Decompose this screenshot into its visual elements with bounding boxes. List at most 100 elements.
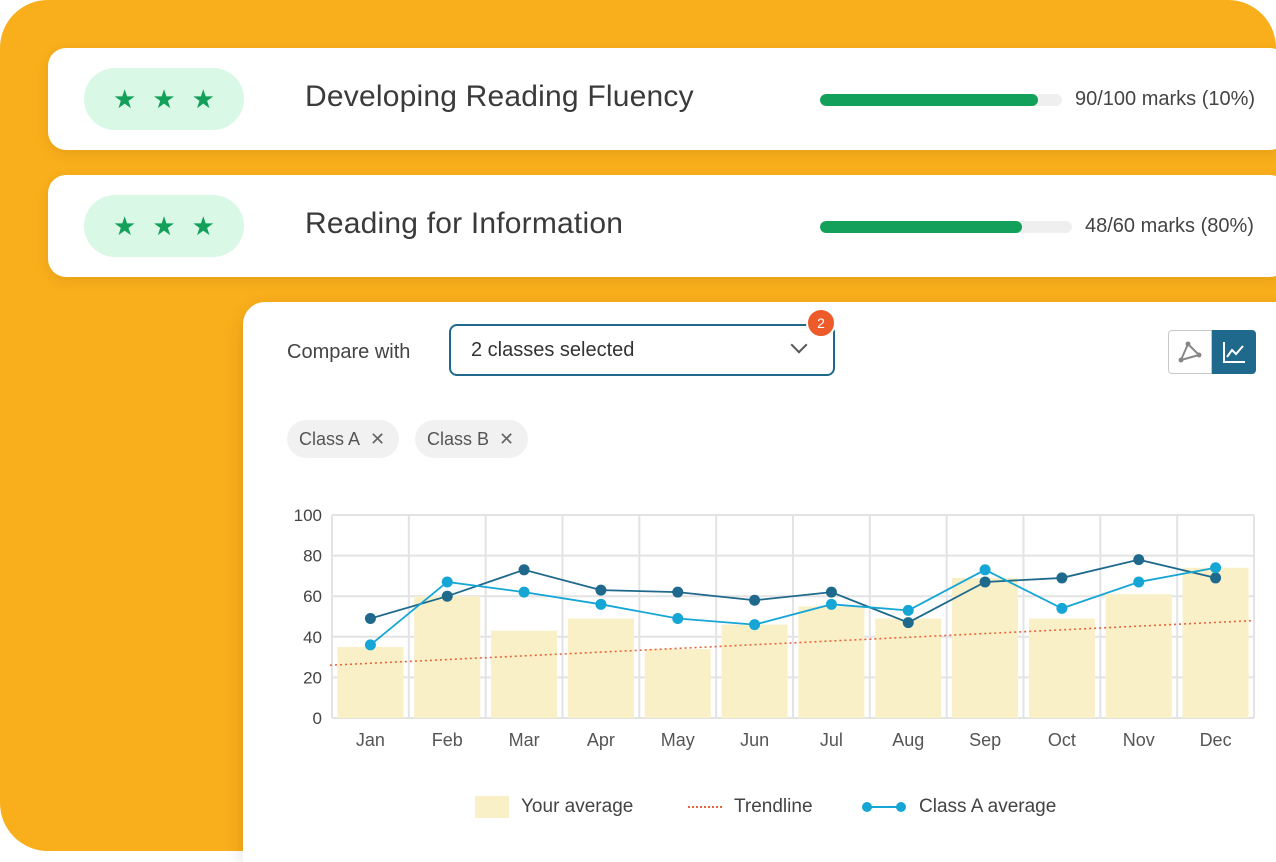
- progress-fill: [820, 221, 1022, 233]
- x-tick-label: Mar: [509, 730, 540, 750]
- legend-class-a: Class A average: [861, 796, 1056, 818]
- chip-label: Class B: [427, 428, 490, 449]
- class-a-point: [441, 576, 453, 588]
- x-tick-label: Nov: [1123, 730, 1155, 750]
- progress-bar: [820, 94, 1062, 106]
- topic-row-reading-fluency[interactable]: ★ ★ ★ Developing Reading Fluency 90/100 …: [48, 48, 1276, 150]
- class-a-point: [1056, 602, 1068, 614]
- star-icon: ★: [113, 210, 137, 241]
- chip-class-b: Class B ✕: [415, 420, 529, 458]
- bar-your-average: [721, 624, 788, 718]
- bar-your-average: [1105, 594, 1172, 718]
- bar-your-average: [414, 596, 481, 718]
- class-a-point: [1210, 562, 1222, 574]
- x-tick-label: Jan: [356, 730, 385, 750]
- x-tick-label: Apr: [587, 730, 615, 750]
- class-b-point: [902, 617, 914, 629]
- bar-your-average: [875, 618, 942, 718]
- y-tick-label: 0: [313, 709, 322, 728]
- x-tick-label: Aug: [892, 730, 924, 750]
- star-rating: ★ ★ ★: [84, 68, 244, 130]
- class-b-point: [979, 576, 991, 588]
- y-axis-ticks: 0 20 40 60 80 100: [294, 506, 322, 728]
- chart-grid: [331, 514, 1255, 719]
- close-icon[interactable]: ✕: [499, 428, 515, 449]
- y-tick-label: 80: [303, 547, 322, 566]
- marks-text: 90/100 marks (10%): [1075, 88, 1256, 110]
- compare-label: Compare with: [287, 341, 411, 363]
- progress-bar: [820, 221, 1072, 233]
- x-axis-ticks: Jan Feb Mar Apr May Jun Jul Aug Sep Oct Nov Dec: [356, 730, 1232, 750]
- class-a-point: [518, 586, 530, 598]
- legend-label: Your average: [521, 796, 634, 817]
- class-a-point: [595, 598, 607, 610]
- class-b-point: [595, 584, 607, 596]
- chart-lines: [369, 558, 1216, 646]
- star-icon: ★: [152, 210, 176, 241]
- star-icon: ★: [113, 83, 137, 114]
- bar-your-average: [1182, 567, 1249, 718]
- x-tick-label: Feb: [432, 730, 463, 750]
- y-tick-label: 40: [303, 628, 322, 647]
- y-tick-label: 60: [303, 587, 322, 606]
- chart-bars: [337, 567, 1249, 718]
- class-b-point: [825, 586, 837, 598]
- class-a-point: [1133, 576, 1145, 588]
- chart-points: [364, 554, 1222, 651]
- x-tick-label: May: [661, 730, 695, 750]
- legend-label: Trendline: [734, 796, 813, 817]
- bar-your-average: [491, 630, 558, 718]
- class-b-point: [749, 594, 761, 606]
- class-a-point: [749, 619, 761, 631]
- legend-swatch: [475, 796, 509, 818]
- class-a-point: [364, 639, 376, 651]
- class-a-point: [902, 604, 914, 616]
- class-b-point: [518, 564, 530, 576]
- bar-your-average: [567, 618, 634, 718]
- bar-your-average: [952, 577, 1019, 718]
- class-b-line: [370, 558, 1216, 624]
- progress-fill: [820, 94, 1038, 106]
- class-b-point: [364, 613, 376, 625]
- line-chart-icon: [1223, 342, 1245, 363]
- class-b-point: [1210, 572, 1222, 584]
- marks-text: 48/60 marks (80%): [1085, 215, 1254, 237]
- class-a-point: [979, 564, 991, 576]
- class-b-point: [441, 590, 453, 602]
- line-bar-chart: 0 20 40 60 80 100 Jan Feb Mar Apr May Jun Jul Aug Sep…: [294, 506, 1255, 750]
- class-a-line: [369, 566, 1216, 646]
- star-icon: ★: [191, 210, 215, 241]
- topic-row-reading-information[interactable]: ★ ★ ★ Reading for Information 48/60 mark…: [48, 175, 1276, 277]
- class-select-dropdown[interactable]: 2 classes selected: [449, 324, 835, 376]
- x-tick-label: Dec: [1200, 730, 1232, 750]
- bar-your-average: [644, 648, 711, 718]
- topic-title: Developing Reading Fluency: [305, 80, 694, 113]
- class-b-point: [672, 586, 684, 598]
- chip-class-a: Class A ✕: [287, 420, 400, 458]
- class-a-point: [672, 613, 684, 625]
- chip-label: Class A: [299, 428, 361, 449]
- x-tick-label: Oct: [1048, 730, 1076, 750]
- class-b-point: [1056, 572, 1068, 584]
- legend-trendline: Trendline: [688, 796, 813, 818]
- bar-your-average: [1028, 618, 1095, 718]
- legend-label: Class A average: [919, 796, 1057, 817]
- chart-trendline: [329, 619, 1255, 667]
- x-tick-label: Jun: [740, 730, 769, 750]
- y-tick-label: 20: [303, 668, 322, 687]
- x-tick-label: Sep: [969, 730, 1001, 750]
- y-tick-label: 100: [294, 506, 322, 525]
- x-tick-label: Jul: [820, 730, 843, 750]
- legend-swatch: [862, 802, 906, 812]
- select-value: 2 classes selected: [471, 338, 635, 361]
- legend-your-average: Your average: [475, 796, 633, 818]
- radar-chart-icon: [1178, 341, 1202, 363]
- class-a-point: [825, 598, 837, 610]
- star-rating: ★ ★ ★: [84, 195, 244, 257]
- radar-view-button[interactable]: [1168, 330, 1212, 374]
- selection-count-badge: 2: [806, 308, 836, 338]
- topic-title: Reading for Information: [305, 207, 624, 240]
- line-view-button[interactable]: [1212, 330, 1256, 374]
- star-icon: ★: [152, 83, 176, 114]
- close-icon[interactable]: ✕: [370, 428, 386, 449]
